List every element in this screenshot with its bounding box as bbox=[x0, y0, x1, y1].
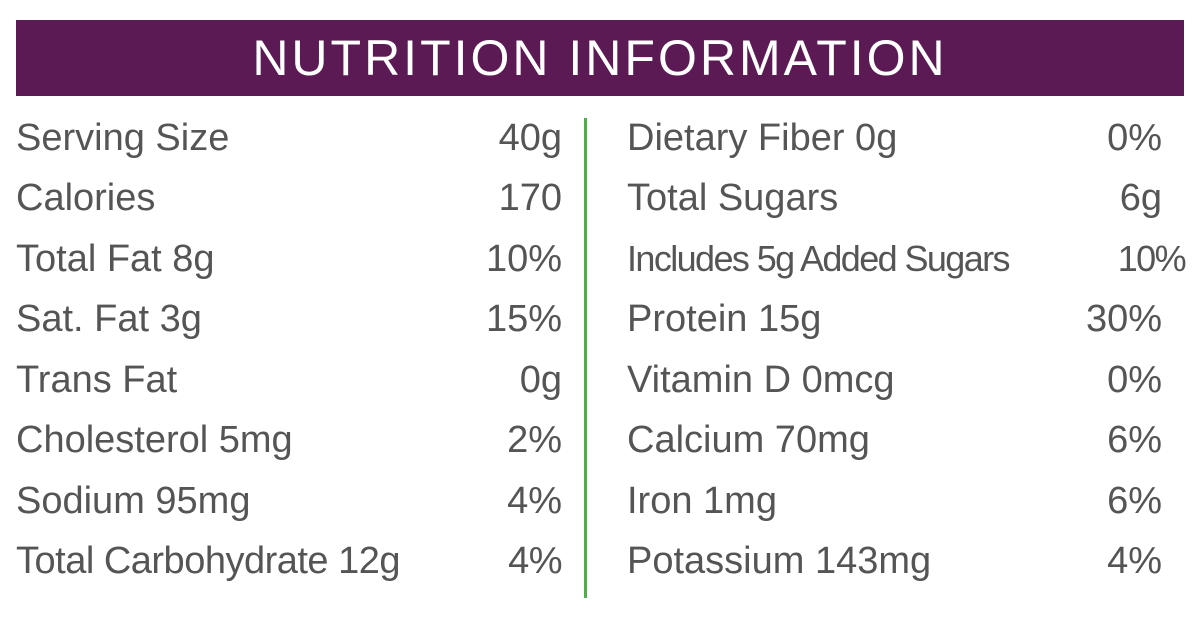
nutrient-row-calories: Calories 170 bbox=[16, 169, 562, 230]
nutrient-row-protein: Protein 15g 30% bbox=[627, 290, 1162, 351]
nutrient-row-total-fat: Total Fat 8g 10% bbox=[16, 229, 562, 290]
nutrient-row-added-sugars: Includes 5g Added Sugars 10% bbox=[627, 229, 1187, 290]
nutrient-label: Cholesterol 5mg bbox=[16, 419, 293, 462]
nutrient-value: 0% bbox=[1107, 358, 1162, 401]
nutrient-row-trans-fat: Trans Fat 0g bbox=[16, 350, 562, 411]
nutrient-row-total-carbohydrate: Total Carbohydrate 12g 4% bbox=[16, 532, 562, 593]
nutrient-value: 4% bbox=[1107, 540, 1162, 583]
nutrition-header: NUTRITION INFORMATION bbox=[16, 20, 1184, 96]
nutrient-value: 6g bbox=[1119, 177, 1162, 220]
nutrient-value: 2% bbox=[507, 419, 562, 462]
right-column: Dietary Fiber 0g 0% Total Sugars 6g Incl… bbox=[627, 108, 1187, 593]
nutrient-value: 15% bbox=[485, 298, 562, 341]
nutrient-row-iron: Iron 1mg 6% bbox=[627, 471, 1162, 532]
nutrient-row-sodium: Sodium 95mg 4% bbox=[16, 471, 562, 532]
nutrient-label: Sodium 95mg bbox=[16, 479, 251, 522]
nutrient-row-total-sugars: Total Sugars 6g bbox=[627, 169, 1162, 230]
nutrient-value: 170 bbox=[498, 177, 562, 220]
nutrient-label: Potassium 143mg bbox=[627, 540, 932, 583]
nutrient-value: 10% bbox=[1117, 238, 1187, 280]
nutrient-label: Protein 15g bbox=[627, 298, 822, 341]
nutrient-row-cholesterol: Cholesterol 5mg 2% bbox=[16, 411, 562, 472]
nutrient-label: Dietary Fiber 0g bbox=[627, 116, 898, 159]
nutrient-row-calcium: Calcium 70mg 6% bbox=[627, 411, 1162, 472]
nutrient-row-potassium: Potassium 143mg 4% bbox=[627, 532, 1162, 593]
nutrient-row-dietary-fiber: Dietary Fiber 0g 0% bbox=[627, 108, 1162, 169]
nutrient-label: Vitamin D 0mcg bbox=[627, 358, 895, 401]
column-divider bbox=[584, 118, 587, 598]
nutrient-value: 40g bbox=[498, 116, 562, 159]
nutrient-value: 6% bbox=[1107, 479, 1162, 522]
nutrient-label: Iron 1mg bbox=[627, 479, 777, 522]
nutrient-label: Trans Fat bbox=[16, 358, 178, 401]
nutrient-value: 4% bbox=[508, 540, 562, 583]
nutrient-row-serving-size: Serving Size 40g bbox=[16, 108, 562, 169]
nutrient-label: Calcium 70mg bbox=[627, 419, 870, 462]
page-title: NUTRITION INFORMATION bbox=[252, 30, 948, 86]
nutrient-label: Total Carbohydrate 12g bbox=[16, 540, 401, 583]
nutrient-value: 30% bbox=[1085, 298, 1162, 341]
nutrient-value: 6% bbox=[1107, 419, 1162, 462]
nutrient-label: Sat. Fat 3g bbox=[16, 298, 202, 341]
nutrient-value: 0% bbox=[1107, 116, 1162, 159]
nutrient-label: Includes 5g Added Sugars bbox=[627, 238, 1011, 280]
nutrient-value: 4% bbox=[507, 479, 562, 522]
nutrient-row-sat-fat: Sat. Fat 3g 15% bbox=[16, 290, 562, 351]
nutrient-label: Total Sugars bbox=[627, 177, 839, 220]
nutrient-label: Calories bbox=[16, 177, 156, 220]
left-column: Serving Size 40g Calories 170 Total Fat … bbox=[16, 108, 562, 592]
nutrient-label: Total Fat 8g bbox=[16, 237, 215, 280]
nutrient-value: 10% bbox=[485, 237, 562, 280]
nutrient-row-vitamin-d: Vitamin D 0mcg 0% bbox=[627, 350, 1162, 411]
nutrient-label: Serving Size bbox=[16, 116, 230, 159]
nutrient-value: 0g bbox=[519, 358, 562, 401]
